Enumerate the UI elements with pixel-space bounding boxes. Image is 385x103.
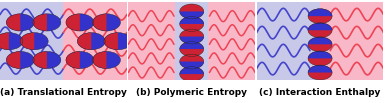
Circle shape: [308, 65, 332, 80]
Wedge shape: [6, 51, 20, 69]
Wedge shape: [66, 14, 80, 31]
Text: (c) Interaction Enthalpy: (c) Interaction Enthalpy: [259, 88, 381, 97]
Wedge shape: [77, 33, 91, 50]
Wedge shape: [20, 33, 34, 50]
Bar: [0, 2, 64, 80]
Wedge shape: [92, 51, 107, 69]
Circle shape: [180, 4, 204, 19]
Circle shape: [66, 51, 94, 69]
Circle shape: [308, 37, 332, 52]
Circle shape: [180, 67, 204, 81]
Wedge shape: [0, 33, 9, 50]
Wedge shape: [66, 51, 80, 69]
Wedge shape: [308, 9, 332, 16]
Wedge shape: [308, 51, 332, 58]
Wedge shape: [92, 14, 107, 31]
Wedge shape: [33, 51, 47, 69]
Circle shape: [180, 17, 204, 31]
Wedge shape: [180, 67, 204, 74]
Circle shape: [92, 14, 121, 31]
Wedge shape: [180, 17, 204, 24]
Circle shape: [308, 23, 332, 38]
Wedge shape: [6, 14, 20, 31]
Circle shape: [20, 33, 48, 50]
Wedge shape: [180, 62, 204, 69]
Circle shape: [66, 14, 94, 31]
Bar: [257, 2, 320, 80]
Wedge shape: [180, 42, 204, 49]
Bar: [320, 2, 383, 80]
Circle shape: [180, 29, 204, 44]
Text: (a) Translational Entropy: (a) Translational Entropy: [0, 88, 127, 97]
Bar: [175, 2, 208, 80]
Circle shape: [104, 33, 132, 50]
Circle shape: [0, 33, 23, 50]
Circle shape: [180, 42, 204, 56]
Circle shape: [308, 9, 332, 24]
Text: (b) Polymeric Entropy: (b) Polymeric Entropy: [136, 88, 247, 97]
Circle shape: [77, 33, 105, 50]
Circle shape: [180, 54, 204, 69]
Circle shape: [6, 51, 34, 69]
Wedge shape: [308, 37, 332, 44]
Circle shape: [92, 51, 121, 69]
Circle shape: [33, 14, 61, 31]
Bar: [64, 2, 127, 80]
Wedge shape: [308, 23, 332, 30]
Wedge shape: [180, 36, 204, 44]
Wedge shape: [308, 65, 332, 73]
Wedge shape: [33, 14, 47, 31]
Circle shape: [6, 14, 34, 31]
Circle shape: [308, 51, 332, 66]
Circle shape: [33, 51, 61, 69]
Wedge shape: [180, 11, 204, 19]
Wedge shape: [104, 33, 118, 50]
